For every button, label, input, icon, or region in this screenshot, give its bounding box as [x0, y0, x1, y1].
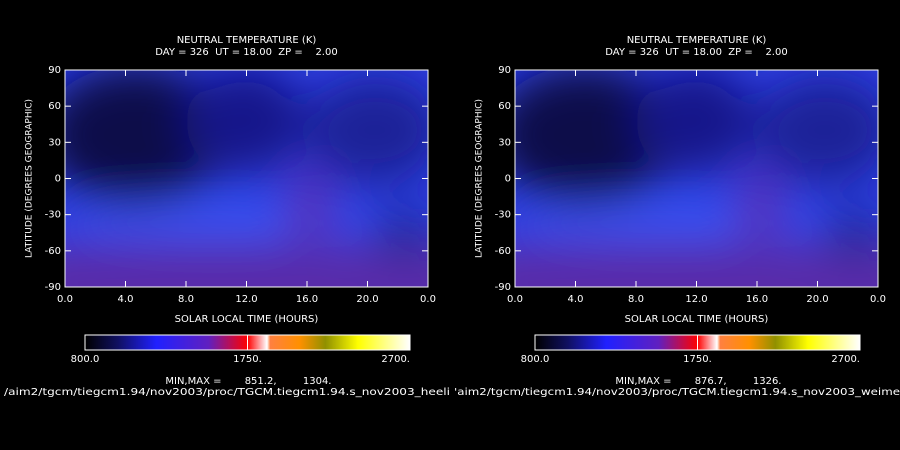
y-tick-label: 60	[498, 101, 511, 112]
y-axis-label: LATITUDE (DEGREES GEOGRAPHIC)	[475, 99, 485, 258]
colorbar-tick-label: 2700.	[381, 354, 410, 365]
y-tick-label: 30	[48, 137, 61, 148]
y-tick-label: 90	[498, 65, 511, 76]
x-tick-label: 0.0	[420, 294, 436, 305]
x-tick-label: 0.0	[870, 294, 886, 305]
subtitle: DAY = 326 UT = 18.00 ZP = 2.00	[605, 47, 787, 58]
y-tick-label: -60	[495, 246, 511, 257]
colorbar-tick-label: 800.0	[71, 354, 100, 365]
max-value: 1304.	[303, 376, 332, 387]
title: NEUTRAL TEMPERATURE (K)	[177, 35, 317, 46]
x-tick-label: 4.0	[118, 294, 134, 305]
x-tick-label: 16.0	[746, 294, 768, 305]
x-tick-label: 0.0	[507, 294, 523, 305]
x-axis-label: SOLAR LOCAL TIME (HOURS)	[625, 314, 769, 325]
y-tick-label: -30	[495, 210, 511, 221]
x-tick-label: 20.0	[806, 294, 828, 305]
y-tick-label: 90	[48, 65, 61, 76]
colorbar-tick-label: 1750.	[233, 354, 262, 365]
x-tick-label: 12.0	[235, 294, 257, 305]
subtitle: DAY = 326 UT = 18.00 ZP = 2.00	[155, 47, 337, 58]
y-tick-label: 30	[498, 137, 511, 148]
x-tick-label: 8.0	[628, 294, 644, 305]
colorbar-tick-label: 1750.	[683, 354, 712, 365]
min-value: 851.2,	[245, 376, 277, 387]
y-tick-label: -60	[45, 246, 61, 257]
minmax-label: MIN,MAX =	[165, 376, 221, 387]
x-tick-label: 16.0	[296, 294, 318, 305]
x-tick-label: 12.0	[685, 294, 707, 305]
x-axis-label: SOLAR LOCAL TIME (HOURS)	[175, 314, 319, 325]
y-tick-label: -30	[45, 210, 61, 221]
colorbar-tick-label: 800.0	[521, 354, 550, 365]
colorbar-tick-label: 2700.	[831, 354, 860, 365]
panel-field	[25, 65, 475, 325]
max-value: 1326.	[753, 376, 782, 387]
y-tick-label: 0	[55, 174, 61, 185]
x-tick-label: 20.0	[356, 294, 378, 305]
y-tick-label: -90	[495, 282, 511, 293]
file-path: /aim2/tgcm/tiegcm1.94/nov2003/proc/TGCM.…	[4, 387, 450, 398]
y-axis-label: LATITUDE (DEGREES GEOGRAPHIC)	[25, 99, 35, 258]
panel-field	[475, 65, 900, 325]
y-tick-label: -90	[45, 282, 61, 293]
min-value: 876.7,	[695, 376, 727, 387]
y-tick-label: 60	[48, 101, 61, 112]
y-tick-label: 0	[505, 174, 511, 185]
x-tick-label: 0.0	[57, 294, 73, 305]
x-tick-label: 8.0	[178, 294, 194, 305]
title: NEUTRAL TEMPERATURE (K)	[627, 35, 767, 46]
minmax-label: MIN,MAX =	[615, 376, 671, 387]
file-path: 'aim2/tgcm/tiegcm1.94/nov2003/proc/TGCM.…	[454, 387, 900, 398]
x-tick-label: 4.0	[568, 294, 584, 305]
